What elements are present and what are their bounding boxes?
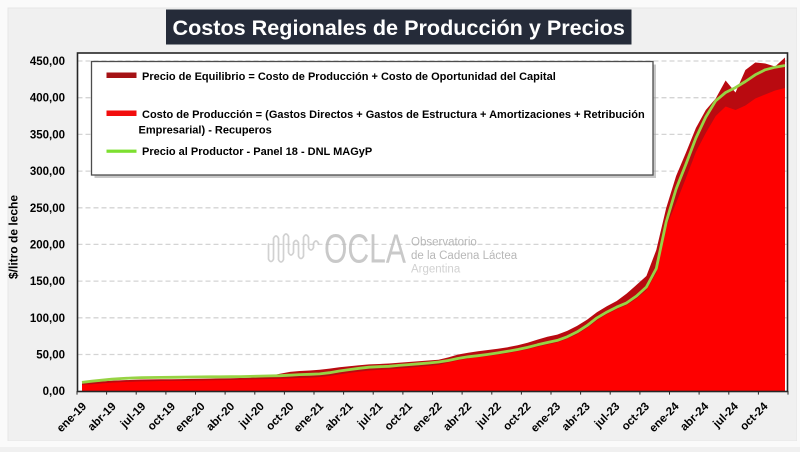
svg-text:250,00: 250,00 [30, 203, 65, 215]
svg-text:Observatorio: Observatorio [411, 237, 477, 249]
svg-text:Empresarial) - Recuperos: Empresarial) - Recuperos [139, 125, 272, 137]
svg-text:de la Cadena Láctea: de la Cadena Láctea [411, 250, 518, 262]
svg-text:400,00: 400,00 [30, 93, 65, 105]
svg-text:450,00: 450,00 [30, 56, 65, 68]
svg-text:100,00: 100,00 [30, 313, 65, 325]
svg-text:Precio al Productor - Panel 18: Precio al Productor - Panel 18 - DNL MAG… [142, 146, 372, 158]
svg-text:0,00: 0,00 [43, 386, 65, 398]
svg-text:Precio de Equilibrio = Costo d: Precio de Equilibrio = Costo de Producci… [142, 71, 556, 83]
svg-text:Costos Regionales de Producció: Costos Regionales de Producción y Precio… [172, 15, 624, 40]
svg-text:50,00: 50,00 [36, 350, 65, 362]
svg-text:300,00: 300,00 [30, 166, 65, 178]
svg-text:Argentina: Argentina [411, 264, 461, 276]
svg-text:200,00: 200,00 [30, 239, 65, 251]
svg-text:OCLA: OCLA [324, 226, 406, 272]
svg-text:$/litro de leche: $/litro de leche [7, 195, 21, 279]
svg-text:150,00: 150,00 [30, 276, 65, 288]
svg-text:350,00: 350,00 [30, 129, 65, 141]
svg-text:Costo de Producción = (Gastos: Costo de Producción = (Gastos Directos +… [142, 109, 645, 121]
